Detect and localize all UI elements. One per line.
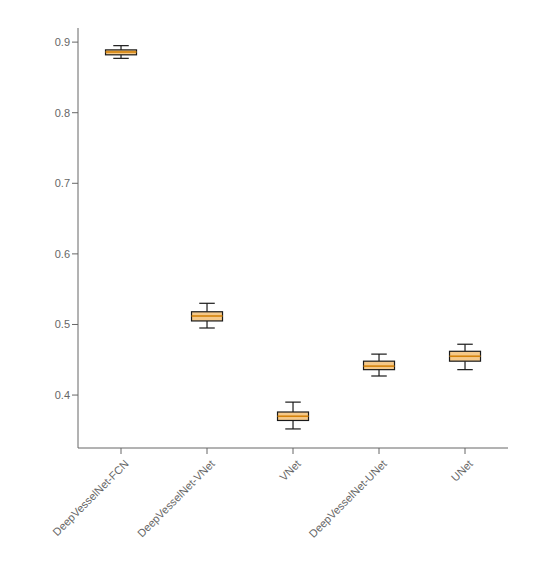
svg-text:VNet: VNet [277,457,303,483]
svg-text:0.6: 0.6 [55,248,70,260]
svg-text:0.9: 0.9 [55,36,70,48]
svg-text:DeepVesselNet-FCN: DeepVesselNet-FCN [50,457,131,538]
svg-text:0.5: 0.5 [55,318,70,330]
svg-text:UNet: UNet [449,457,475,483]
svg-text:0.8: 0.8 [55,107,70,119]
svg-text:DeepVesselNet-UNet: DeepVesselNet-UNet [306,457,388,539]
svg-text:0.7: 0.7 [55,177,70,189]
svg-text:0.4: 0.4 [55,389,70,401]
svg-text:DeepVesselNet-VNet: DeepVesselNet-VNet [135,457,217,539]
